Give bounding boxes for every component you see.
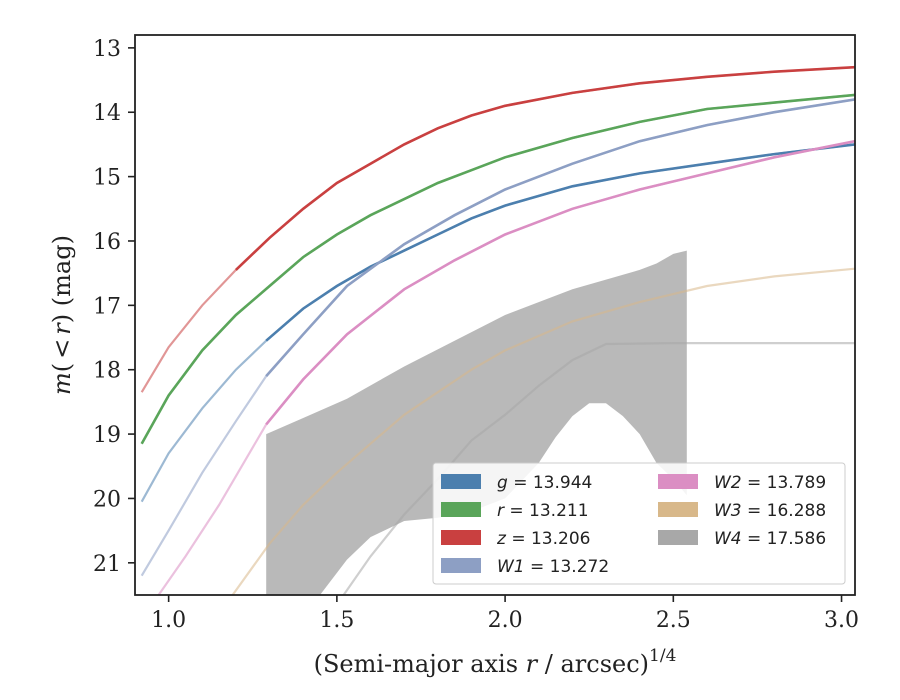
legend-label: z = 13.206 [496,529,590,549]
series-w3-extrapolated [231,267,855,595]
y-tick-label: 16 [93,230,121,255]
legend-entry-w1: W1 = 13.272 [441,557,609,577]
legend-label: r = 13.211 [497,501,589,521]
x-tick-label: 1.0 [151,608,186,633]
x-tick-label: 2.0 [488,608,523,633]
y-tick-label: 13 [93,37,121,62]
legend-entry-r: r = 13.211 [441,501,589,521]
series-layer [140,65,855,595]
y-tick-label: 19 [93,423,121,448]
plot-frame [134,34,856,596]
legend-entry-w2: W2 = 13.789 [658,473,826,493]
series-w2-line [265,139,855,426]
legend-entry-w3: W3 = 16.288 [658,501,826,521]
legend-swatch [441,530,481,545]
legend-entry-w4: W4 = 17.586 [658,529,826,549]
y-tick-label: 17 [93,294,121,319]
x-axis-ticks: 1.0 1.5 2.0 2.5 3.0 [151,595,859,633]
y-axis-ticks: 13 14 15 16 17 18 19 20 21 [93,37,135,577]
series-r-line [140,93,855,445]
legend-swatch [658,474,698,489]
x-tick-label: 2.5 [656,608,691,633]
legend-entry-g: g = 13.944 [441,473,592,493]
x-tick-label: 3.0 [824,608,859,633]
y-tick-label: 21 [93,552,121,577]
legend-label: W3 = 16.288 [714,501,826,521]
x-tick-label: 1.5 [319,608,354,633]
series-w1-line [265,98,855,377]
legend: g = 13.944 r = 13.211 z = 13.206 W1 = 13.27… [432,462,846,585]
y-axis-label: m(<r) (mag) [48,235,76,395]
y-tick-label: 20 [93,487,121,512]
x-axis-label: (Semi-major axis r / arcsec)1/4 [314,646,677,678]
legend-swatch [441,502,481,517]
w4-uncertainty-band [266,250,687,595]
legend-label: g = 13.944 [497,473,592,493]
legend-swatch [441,558,481,573]
uncertainty-band-layer [266,250,687,595]
series-z-line [235,65,855,271]
legend-swatch [441,474,481,489]
legend-swatch [658,530,698,545]
legend-box [432,462,846,585]
series-w4-extrapolated [342,342,855,595]
legend-label: W4 = 17.586 [714,529,826,549]
y-tick-label: 14 [93,101,121,126]
legend-entry-z: z = 13.206 [441,529,590,549]
series-g-line [265,143,855,342]
y-tick-label: 18 [93,359,121,384]
legend-swatch [658,502,698,517]
y-tick-label: 15 [93,166,121,191]
legend-label: W1 = 13.272 [497,557,609,577]
legend-label: W2 = 13.789 [714,473,826,493]
